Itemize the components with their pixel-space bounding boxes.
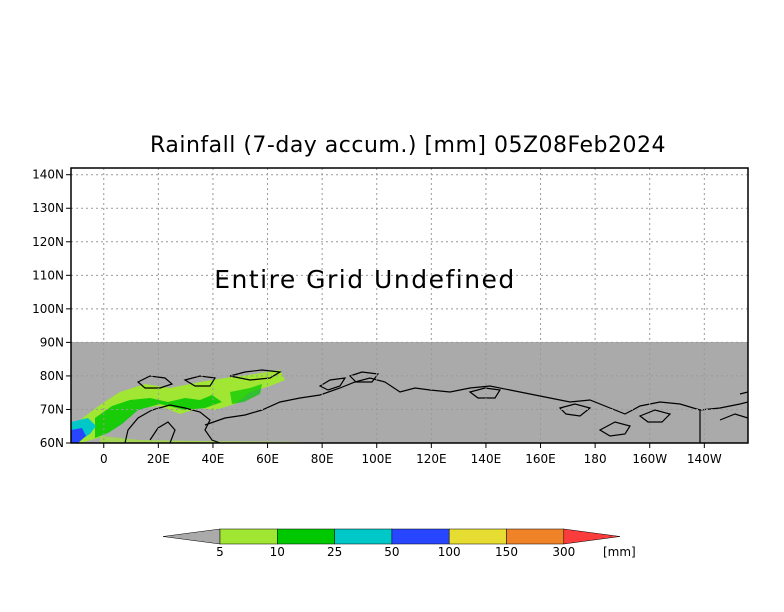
lat-tick-label: 90N [40,335,64,349]
colorbar-level-label: 50 [384,545,399,559]
colorbar-segment [506,528,565,545]
lon-tick-label: 40E [202,452,225,466]
lat-tick-label: 110N [32,268,64,282]
lon-tick-label: 120E [416,452,447,466]
colorbar-level-label: 300 [552,545,575,559]
lon-tick-label: 140W [687,452,722,466]
lon-tick-label: 100E [361,452,392,466]
colorbar-level-label: 25 [327,545,342,559]
colorbar-segment [448,528,507,545]
lon-tick-label: 80E [311,452,334,466]
lon-tick-label: 160W [632,452,667,466]
colorbar-segment [391,528,450,545]
lon-tick-label: 180 [584,452,607,466]
map-grid [71,168,748,443]
colorbar-segment-low [162,528,221,545]
lat-tick-label: 130N [32,201,64,215]
longitude-ticks: 0 20E 40E 60E 80E 100E 120E 140E 160E 180 160W 140W [100,443,722,466]
lat-tick-label: 70N [40,402,64,416]
colorbar-unit: [mm] [603,545,636,559]
colorbar-segment [334,528,393,545]
colorbar-level-label: 5 [216,545,224,559]
colorbar-segment [219,528,278,545]
map-frame [70,167,749,444]
latitude-ticks: 140N 130N 120N 110N 100N 90N 80N 70N 60N [32,168,71,450]
colorbar: 5 10 25 50 100 150 300 [162,528,621,559]
lat-tick-label: 80N [40,369,64,383]
lat-tick-label: 60N [40,436,64,450]
colorbar-level-label: 10 [270,545,285,559]
coastlines [124,369,748,443]
lon-tick-label: 0 [100,452,108,466]
colorbar-segment-high [563,528,621,545]
lon-tick-label: 20E [147,452,170,466]
lon-tick-label: 60E [256,452,279,466]
colorbar-level-label: 100 [438,545,461,559]
map-title: Rainfall (7-day accum.) [mm] 05Z08Feb202… [150,133,666,158]
undefined-grid-message: Entire Grid Undefined [214,265,516,294]
lat-tick-label: 100N [32,302,64,316]
lon-tick-label: 160E [525,452,556,466]
colorbar-level-label: 150 [495,545,518,559]
colorbar-segment [277,528,335,545]
lon-tick-label: 140E [471,452,502,466]
lat-tick-label: 120N [32,235,64,249]
lat-tick-label: 140N [32,168,64,182]
